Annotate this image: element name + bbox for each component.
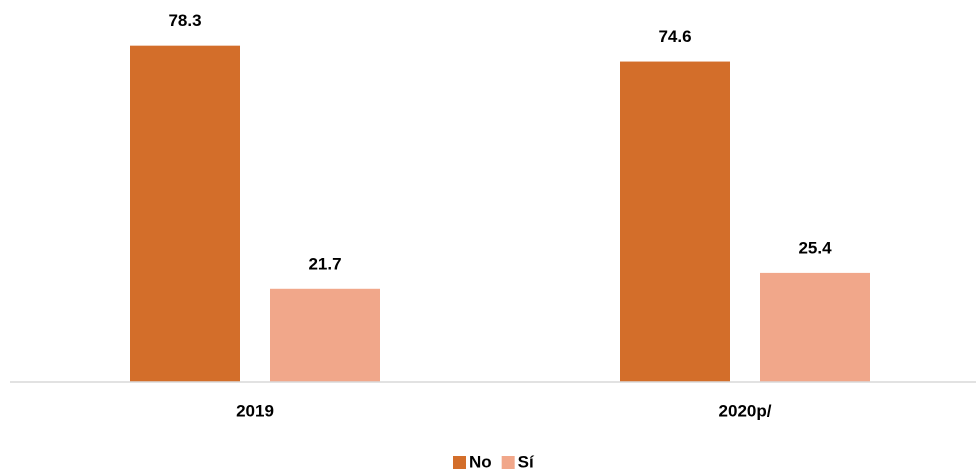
- data-label: 21.7: [308, 254, 341, 273]
- legend-label: Sí: [518, 452, 535, 471]
- bar: [270, 288, 380, 382]
- legend-swatch: [501, 456, 515, 469]
- bar: [620, 61, 730, 383]
- data-label: 25.4: [798, 238, 832, 257]
- data-label: 78.3: [168, 11, 201, 30]
- legend-swatch: [453, 456, 466, 469]
- x-tick-label: 2020p/: [719, 401, 772, 420]
- data-label: 74.6: [658, 27, 691, 46]
- x-tick-label: 2019: [236, 401, 274, 420]
- bar: [760, 272, 870, 382]
- bar: [130, 45, 240, 383]
- legend-label: No: [469, 452, 492, 471]
